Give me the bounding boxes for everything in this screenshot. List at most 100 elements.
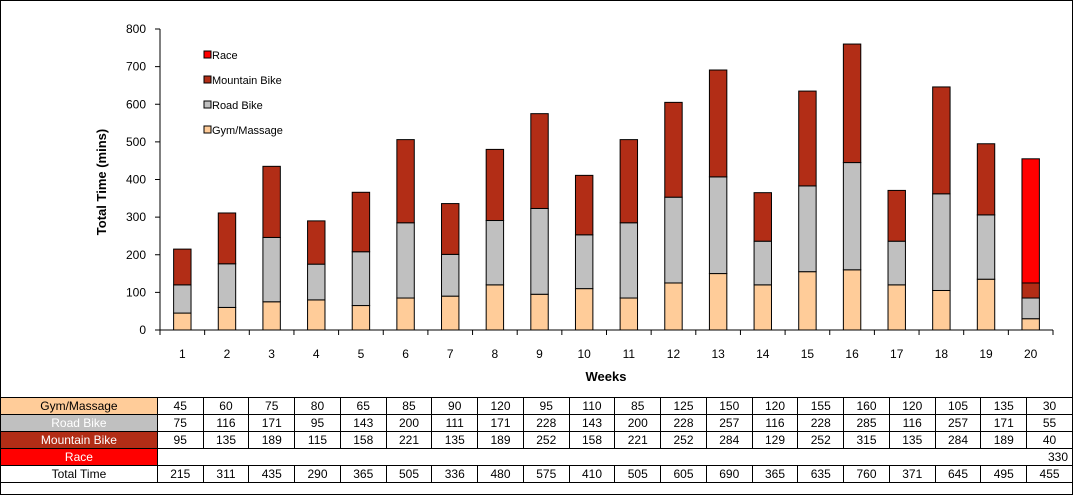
table-cell: 115 <box>294 431 341 449</box>
table-cell: 160 <box>843 397 890 415</box>
bar-road-bike <box>262 236 281 303</box>
row-label: Total Time <box>0 465 158 483</box>
table-cell: 90 <box>431 397 479 415</box>
x-tick-label: 6 <box>402 347 409 361</box>
table-cell: 135 <box>980 397 1028 415</box>
table-cell: 760 <box>843 465 890 483</box>
bar-mountain-bike <box>351 191 371 253</box>
bar-mountain-bike <box>664 101 683 198</box>
x-tick-label: 16 <box>845 347 859 361</box>
x-tick-label: 13 <box>711 347 725 361</box>
bar-mountain-bike <box>485 148 505 222</box>
table-cell: 171 <box>248 414 296 432</box>
table-cell: 635 <box>797 465 845 483</box>
row-label: Gym/Massage <box>0 397 158 415</box>
table-cell: 150 <box>705 397 753 415</box>
table-cell: 135 <box>202 431 250 449</box>
row-label: Mountain Bike <box>0 431 158 449</box>
table-cell: 135 <box>888 431 936 449</box>
table-cell: 45 <box>156 397 204 415</box>
y-tick-label: 800 <box>126 22 146 36</box>
bar-gym-massage <box>753 284 772 331</box>
x-tick-label: 4 <box>313 347 320 361</box>
table-cell: 290 <box>294 465 341 483</box>
table-cell: 80 <box>294 397 341 415</box>
y-tick-label: 600 <box>126 97 146 111</box>
bar-mountain-bike <box>887 189 906 242</box>
x-tick-label: 8 <box>492 347 499 361</box>
table-cell: 120 <box>888 397 936 415</box>
table-cell: 252 <box>797 431 845 449</box>
bar-gym-massage <box>708 273 728 331</box>
bar-gym-massage <box>351 305 371 331</box>
legend-label: Mountain Bike <box>212 75 282 87</box>
row-label: Road Bike <box>0 414 158 432</box>
bar-gym-massage <box>887 284 906 331</box>
table-cell: 221 <box>385 431 433 449</box>
bar-mountain-bike <box>441 203 460 255</box>
table-cell: 120 <box>477 397 524 415</box>
table-cell: 315 <box>843 431 890 449</box>
y-tick-label: 700 <box>126 60 146 74</box>
legend: Race Mountain Bike Road Bike Gym/Massage <box>203 50 283 137</box>
table-cell: 505 <box>614 465 662 483</box>
x-tick-label: 1 <box>179 347 186 361</box>
bar-gym-massage <box>798 271 817 331</box>
y-tick-label: 100 <box>126 285 146 299</box>
table-cell: 95 <box>156 431 204 449</box>
bar-road-bike <box>842 162 862 271</box>
bar-road-bike <box>307 263 326 301</box>
bar-gym-massage <box>173 312 192 331</box>
table-cell: 158 <box>568 431 616 449</box>
table-cell: 200 <box>385 414 433 432</box>
bar-road-bike <box>217 263 237 308</box>
table-cell: 200 <box>614 414 662 432</box>
table-cell: 495 <box>980 465 1028 483</box>
table-cell: 75 <box>248 397 296 415</box>
table-cell: 65 <box>339 397 387 415</box>
bar-gym-massage <box>976 278 996 331</box>
table-cell: 252 <box>522 431 570 449</box>
bar-gym-massage <box>307 299 326 331</box>
legend-label: Gym/Massage <box>212 125 283 137</box>
bar-mountain-bike <box>619 139 639 224</box>
x-tick-label: 15 <box>801 347 815 361</box>
bar-race <box>1021 158 1040 284</box>
bar-mountain-bike <box>262 165 281 238</box>
table-cell: 365 <box>751 465 799 483</box>
bar-gym-massage <box>932 289 951 331</box>
table-cell: 155 <box>797 397 845 415</box>
bar-gym-massage <box>530 293 549 331</box>
table-cell: 605 <box>660 465 707 483</box>
table-cell: 105 <box>934 397 982 415</box>
bar-mountain-bike <box>976 143 996 216</box>
bar-road-bike <box>932 193 951 291</box>
x-tick-label: 19 <box>979 347 993 361</box>
bar-road-bike <box>441 253 460 297</box>
x-tick-label: 7 <box>447 347 454 361</box>
bar-mountain-bike <box>753 192 772 242</box>
table-row: Total Time 215 311 435 290 365 505 336 480 575 410… <box>0 465 1073 483</box>
y-tick-label: 300 <box>126 210 146 224</box>
table-cell: 336 <box>431 465 479 483</box>
x-tick-label: 11 <box>623 347 636 361</box>
bar-gym-massage <box>485 284 505 331</box>
bar-road-bike <box>173 284 192 314</box>
bar-gym-massage <box>842 269 862 331</box>
table-row: Race 330 <box>0 448 1073 466</box>
table-cell: 189 <box>248 431 296 449</box>
bar-mountain-bike <box>173 248 192 286</box>
bar-mountain-bike <box>307 220 326 265</box>
table-cell: 55 <box>1026 414 1073 432</box>
y-axis-label: Total Time (mins) <box>94 129 109 235</box>
bar-road-bike <box>351 251 371 307</box>
bar-mountain-bike <box>1021 282 1040 299</box>
x-tick-label: 3 <box>268 347 275 361</box>
table-cell: 30 <box>1026 397 1073 415</box>
table-cell: 228 <box>797 414 845 432</box>
x-tick-label: 2 <box>224 347 231 361</box>
table-cell: 171 <box>980 414 1028 432</box>
legend-swatch <box>203 100 212 109</box>
table-cell: 85 <box>385 397 433 415</box>
